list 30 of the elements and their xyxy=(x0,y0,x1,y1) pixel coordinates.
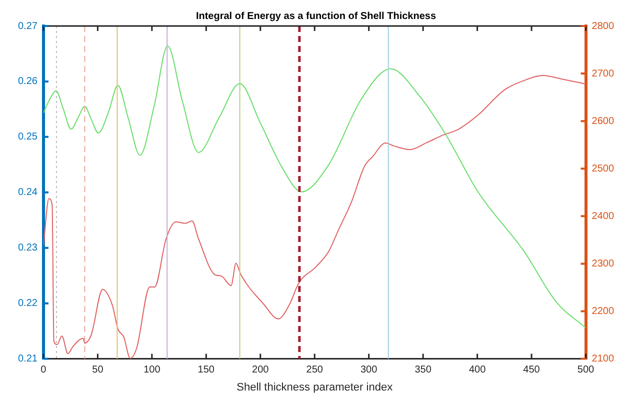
line-series xyxy=(43,74,586,359)
x-tick-label: 300 xyxy=(360,364,378,376)
y-tick-label: 0.21 xyxy=(18,354,38,365)
x-tick-label: 450 xyxy=(523,364,540,376)
x-axis-title: Shell thickness parameter index xyxy=(236,381,394,394)
y-tick-label: 0.22 xyxy=(18,298,38,310)
y2-tick-label: 2100 xyxy=(592,354,614,365)
chart-title: Integral of Energy as a function of Shell Thickness xyxy=(196,10,436,22)
x-tick-label: 350 xyxy=(414,364,432,376)
x-tick-label: 50 xyxy=(92,364,104,376)
x-tick-label: 200 xyxy=(252,364,270,376)
x-tick-label: 150 xyxy=(198,364,215,376)
line-series xyxy=(43,45,586,328)
x-tick-label: 400 xyxy=(468,364,486,376)
y2-tick-label: 2800 xyxy=(592,20,614,32)
y2-tick-label: 2700 xyxy=(592,68,614,80)
y-tick-label: 0.27 xyxy=(18,20,38,32)
y-tick-label: 0.25 xyxy=(18,132,38,143)
y2-tick-label: 2400 xyxy=(592,210,614,222)
x-tick-label: 250 xyxy=(306,364,324,376)
y2-tick-label: 2300 xyxy=(592,258,614,270)
y2-tick-label: 2500 xyxy=(592,163,614,174)
x-tick-label: 100 xyxy=(144,364,161,376)
y-tick-label: 0.26 xyxy=(18,76,38,88)
y2-tick-label: 2600 xyxy=(592,116,614,127)
x-tick-label: 500 xyxy=(577,364,595,376)
y-tick-label: 0.23 xyxy=(18,242,38,254)
y-tick-label: 0.24 xyxy=(18,187,38,198)
y2-tick-label: 2200 xyxy=(592,306,614,318)
x-tick-label: 0 xyxy=(40,364,47,376)
